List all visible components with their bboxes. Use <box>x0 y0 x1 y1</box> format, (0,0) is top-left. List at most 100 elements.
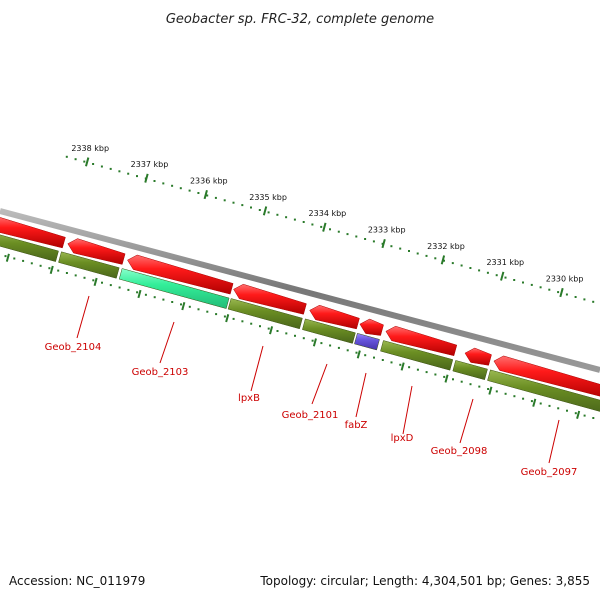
inner-tick <box>269 326 274 335</box>
inner-dot <box>408 366 411 369</box>
scale-dot <box>478 269 481 272</box>
scale-dot <box>539 286 542 289</box>
scale-dot <box>267 211 270 214</box>
inner-tick <box>488 386 493 395</box>
scale-dot <box>320 225 323 228</box>
inner-dot <box>4 255 7 258</box>
scale-dot <box>329 228 331 231</box>
inner-dot <box>285 332 288 335</box>
scale-dot <box>83 160 86 163</box>
cds-arrow <box>385 325 458 356</box>
scale-dot <box>232 201 235 204</box>
inner-tick <box>49 265 54 274</box>
cds-arrow <box>493 355 600 397</box>
scale-dot <box>495 274 498 277</box>
label-leader <box>250 345 264 392</box>
scale-dot <box>92 163 95 165</box>
inner-dot <box>162 298 165 301</box>
scale-dot <box>65 155 68 158</box>
inner-dot <box>74 274 77 277</box>
scale-dot <box>504 276 507 279</box>
inner-dot <box>30 262 33 265</box>
inner-dot <box>557 407 560 410</box>
inner-dot <box>469 383 472 386</box>
gene-box <box>118 268 230 309</box>
gene-label: Geob_2098 <box>431 446 488 457</box>
inner-dot <box>250 322 253 325</box>
label-leader <box>355 372 367 418</box>
scale-dot <box>548 288 551 291</box>
scale-dot <box>443 259 445 262</box>
inner-dot <box>180 303 182 306</box>
scale-dot <box>574 296 577 298</box>
scale-dot <box>390 245 393 248</box>
scale-major-tick <box>559 287 564 298</box>
inner-dot <box>232 317 235 320</box>
inner-dot <box>57 269 60 272</box>
inner-dot <box>65 272 68 274</box>
scale-label: 2334 kbp <box>309 209 347 218</box>
inner-dot <box>513 395 516 398</box>
inner-dot <box>592 417 595 419</box>
gene-label: Geob_2101 <box>282 410 339 421</box>
inner-dot <box>48 267 51 270</box>
scale-dot <box>355 235 358 238</box>
scale-major-tick <box>322 222 327 232</box>
gene-box <box>487 369 600 412</box>
scale-dot <box>206 194 209 197</box>
scale-dot <box>171 184 174 187</box>
scale-dot <box>223 199 226 202</box>
gene-label: lpxD <box>391 433 414 444</box>
scale-dot <box>285 216 288 219</box>
inner-tick <box>532 398 537 407</box>
inner-dot <box>92 279 95 282</box>
inner-dot <box>434 373 437 376</box>
gene-box <box>0 234 59 262</box>
gene-box <box>58 251 120 279</box>
label-leader <box>548 419 560 464</box>
topology-summary: Topology: circular; Length: 4,304,501 bp… <box>259 574 590 588</box>
scale-dot <box>188 189 191 192</box>
inner-tick <box>356 350 361 359</box>
inner-dot <box>460 380 463 383</box>
inner-tick <box>5 253 10 262</box>
scale-dot <box>434 257 437 260</box>
inner-dot <box>215 313 218 316</box>
cds-arrow <box>309 304 360 330</box>
inner-dot <box>337 346 340 349</box>
inner-dot <box>241 320 244 323</box>
cds-arrow <box>464 347 492 366</box>
inner-dot <box>355 351 358 354</box>
scale-dot <box>293 218 296 221</box>
inner-dot <box>381 359 384 361</box>
scale-major-tick <box>262 206 268 216</box>
scale-dot <box>100 165 103 168</box>
scale-labels: 2338 kbp 2337 kbp 2336 kbp 2335 kbp 2334 kbp… <box>71 144 583 284</box>
inner-dot <box>267 327 270 330</box>
label-leader <box>311 363 328 405</box>
scale-dot <box>153 180 156 182</box>
inner-dot <box>364 354 367 357</box>
gene-label: Geob_2104 <box>45 342 102 353</box>
inner-tick <box>225 314 230 323</box>
scale-dot <box>337 230 340 233</box>
inner-dot <box>259 325 261 328</box>
inner-dot <box>425 371 428 374</box>
gene-label: Geob_2097 <box>521 467 578 478</box>
gene-label: lpxB <box>238 393 260 404</box>
scale-ruler <box>65 155 595 303</box>
scale-dot <box>241 204 244 207</box>
scale-dot <box>214 196 217 199</box>
accession-text: Accession: NC_011979 <box>9 574 145 588</box>
inner-dot <box>101 281 103 284</box>
inner-dot <box>390 361 393 364</box>
inner-dot <box>39 264 42 267</box>
scale-dot <box>522 281 524 284</box>
inner-dot <box>574 412 577 415</box>
gene-track <box>0 234 600 412</box>
scale-dot <box>250 206 252 209</box>
scale-dot <box>408 250 410 252</box>
inner-dot <box>530 400 533 403</box>
inner-tick <box>576 410 581 419</box>
inner-dot <box>311 339 314 342</box>
